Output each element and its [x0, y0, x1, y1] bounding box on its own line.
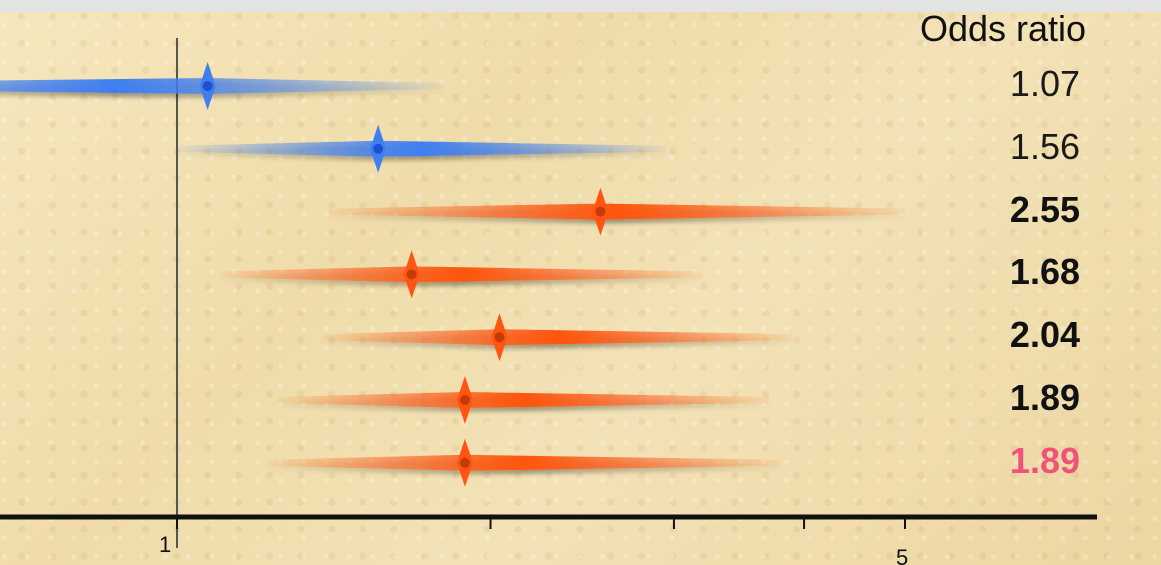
confidence-interval — [0, 78, 443, 94]
confidence-interval — [277, 392, 769, 408]
point-estimate-dot — [406, 269, 417, 280]
study-row-5 — [322, 313, 793, 362]
study-row-6 — [277, 376, 769, 424]
confidence-interval — [266, 454, 781, 471]
x-tick-label-1: 1 — [159, 532, 171, 557]
study-row-3 — [329, 187, 905, 236]
odds-ratio-value-pooled: 1.89 — [1009, 439, 1080, 481]
odds-ratio-value: 1.68 — [1009, 251, 1080, 293]
point-estimate-dot — [459, 395, 470, 405]
confidence-interval — [322, 329, 793, 346]
study-row-1 — [0, 62, 443, 110]
study-row-7-pooled — [266, 438, 781, 487]
point-estimate-dot — [494, 332, 505, 343]
point-estimate-dot — [373, 143, 384, 154]
odds-ratio-value: 2.55 — [1009, 188, 1080, 230]
confidence-interval — [329, 203, 905, 220]
odds-ratio-value: 2.04 — [1009, 314, 1080, 356]
top-bar — [0, 0, 1161, 12]
odds-ratio-value: 1.56 — [1009, 125, 1080, 167]
point-estimate-dot — [459, 457, 470, 468]
odds-ratio-header: Odds ratio — [920, 8, 1087, 49]
confidence-interval — [177, 140, 667, 157]
study-row-4 — [220, 250, 704, 299]
point-estimate-dot — [202, 81, 213, 91]
odds-ratio-value: 1.07 — [1009, 63, 1080, 104]
odds-ratio-value: 1.89 — [1009, 377, 1080, 418]
study-row-2 — [177, 124, 667, 173]
x-tick-label-5: 5 — [896, 545, 908, 565]
point-estimate-dot — [595, 206, 606, 217]
confidence-interval — [220, 266, 704, 283]
